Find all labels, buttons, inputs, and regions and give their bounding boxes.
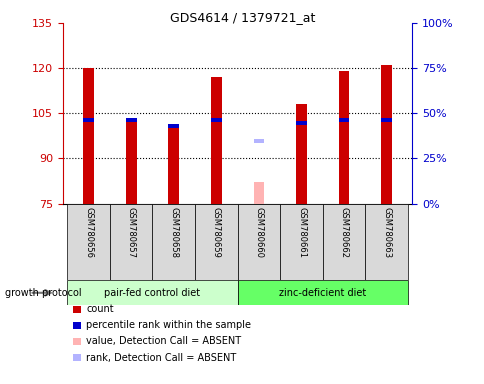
Text: zinc-deficient diet: zinc-deficient diet [279,288,366,298]
Bar [338,71,348,204]
Bar [322,204,364,280]
Text: GDS4614 / 1379721_at: GDS4614 / 1379721_at [169,12,315,25]
Bar [168,124,179,128]
Text: GSM780663: GSM780663 [381,207,391,258]
Bar [211,118,221,122]
Bar [380,65,391,204]
Bar [126,118,136,122]
Bar [237,280,407,305]
Text: GSM780658: GSM780658 [169,207,178,258]
Bar [152,204,195,280]
Bar [67,204,110,280]
Text: GSM780660: GSM780660 [254,207,263,258]
Bar [195,204,237,280]
Text: count: count [86,304,114,314]
Text: GSM780657: GSM780657 [126,207,136,258]
Text: pair-fed control diet: pair-fed control diet [104,288,200,298]
Bar [83,118,94,122]
Text: rank, Detection Call = ABSENT: rank, Detection Call = ABSENT [86,353,236,362]
Bar [83,68,94,204]
Text: value, Detection Call = ABSENT: value, Detection Call = ABSENT [86,336,241,346]
Bar [126,119,136,204]
Bar [380,118,391,122]
Bar [253,139,264,143]
Text: GSM780659: GSM780659 [212,207,220,258]
Bar [296,121,306,125]
Bar [110,204,152,280]
Text: GSM780662: GSM780662 [339,207,348,258]
Text: percentile rank within the sample: percentile rank within the sample [86,320,251,330]
Bar [237,204,280,280]
Bar [364,204,407,280]
Text: GSM780661: GSM780661 [296,207,305,258]
Bar [67,280,237,305]
Text: GSM780656: GSM780656 [84,207,93,258]
Bar [280,204,322,280]
Bar [296,104,306,204]
Bar [338,118,348,122]
Bar [211,77,221,204]
Bar [168,125,179,204]
Bar [253,182,264,204]
Text: growth protocol: growth protocol [5,288,81,298]
